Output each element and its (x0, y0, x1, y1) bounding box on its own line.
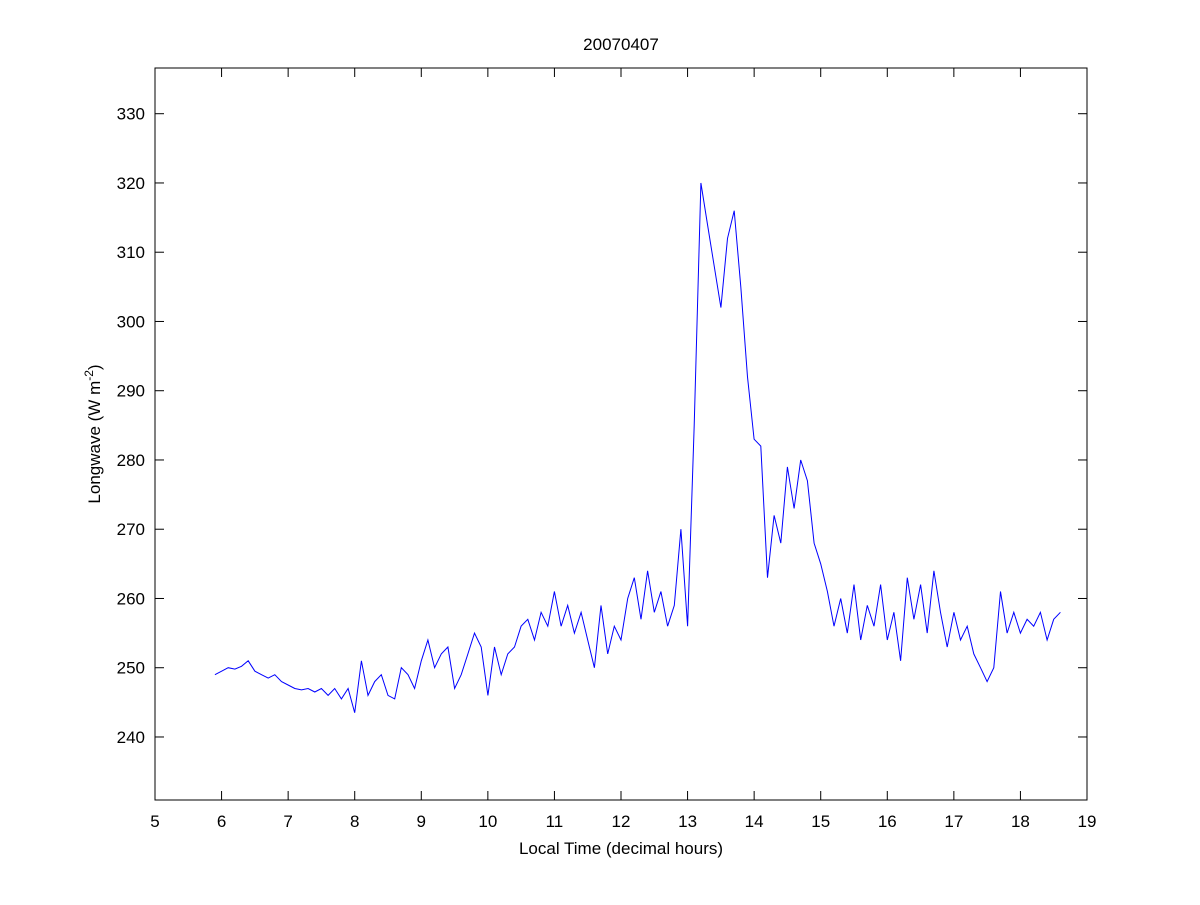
plot-area (154, 67, 1088, 801)
x-tick-label: 5 (150, 812, 159, 831)
y-tick-label: 290 (117, 382, 145, 401)
x-tick-label: 9 (417, 812, 426, 831)
y-tick-label: 320 (117, 174, 145, 193)
x-tick-label: 8 (350, 812, 359, 831)
x-axis-label: Local Time (decimal hours) (519, 839, 723, 858)
y-tick-label: 260 (117, 589, 145, 608)
chart-title: 20070407 (583, 35, 659, 54)
y-tick-label: 240 (117, 728, 145, 747)
y-tick-label: 330 (117, 105, 145, 124)
y-tick-label: 280 (117, 451, 145, 470)
x-tick-label: 7 (283, 812, 292, 831)
y-tick-label: 250 (117, 659, 145, 678)
x-tick-label: 6 (217, 812, 226, 831)
x-tick-label: 19 (1078, 812, 1097, 831)
x-tick-label: 12 (612, 812, 631, 831)
y-tick-label: 270 (117, 520, 145, 539)
x-tick-label: 17 (944, 812, 963, 831)
x-tick-label: 10 (478, 812, 497, 831)
y-tick-label: 300 (117, 312, 145, 331)
y-tick-label: 310 (117, 243, 145, 262)
x-tick-label: 15 (811, 812, 830, 831)
x-tick-label: 18 (1011, 812, 1030, 831)
x-tick-label: 14 (745, 812, 764, 831)
x-tick-label: 16 (878, 812, 897, 831)
x-tick-label: 13 (678, 812, 697, 831)
x-tick-label: 11 (546, 812, 564, 831)
y-axis-label: Longwave (W m-2) (82, 364, 104, 503)
series-line (214, 182, 1061, 713)
